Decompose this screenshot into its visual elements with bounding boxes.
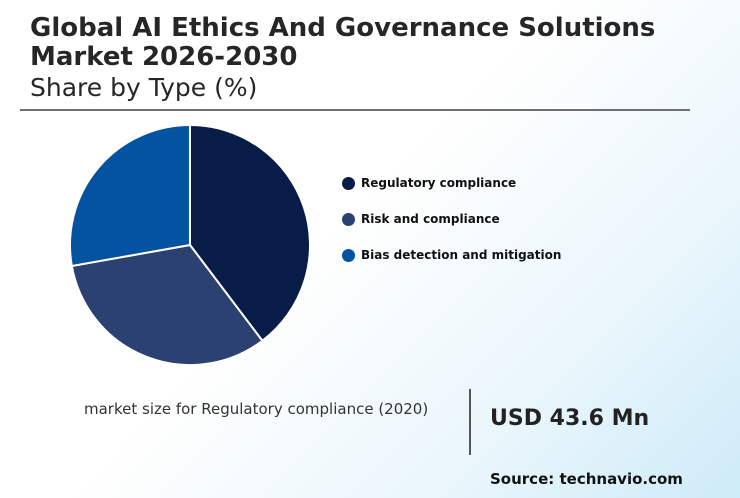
pie-slice-risk-and-compliance [70,243,264,366]
market-size-value: USD 43.6 Mn [490,406,650,431]
legend-swatch [342,212,355,226]
legend-item: Bias detection and mitigation [342,246,561,264]
chart-title: Global AI Ethics And Governance Solution… [30,13,656,72]
source-text: Source: technavio.com [490,470,683,488]
vertical-divider [469,389,471,455]
market-size-label: market size for Regulatory compliance (2… [84,400,429,418]
pie-slice-bias-detection-and-mitigation [69,123,191,268]
pie-chart [69,123,311,366]
legend-label: Risk and compliance [361,212,500,226]
legend-swatch [342,176,355,190]
legend-swatch [342,248,355,262]
legend: Regulatory compliance Risk and complianc… [342,174,561,282]
legend-item: Regulatory compliance [342,174,561,192]
chart-subtitle: Share by Type (%) [30,73,258,102]
legend-item: Risk and compliance [342,210,561,228]
pie-slice-regulatory-compliance [189,123,311,343]
legend-label: Bias detection and mitigation [361,248,562,262]
title-divider [20,109,690,111]
legend-label: Regulatory compliance [361,176,517,190]
